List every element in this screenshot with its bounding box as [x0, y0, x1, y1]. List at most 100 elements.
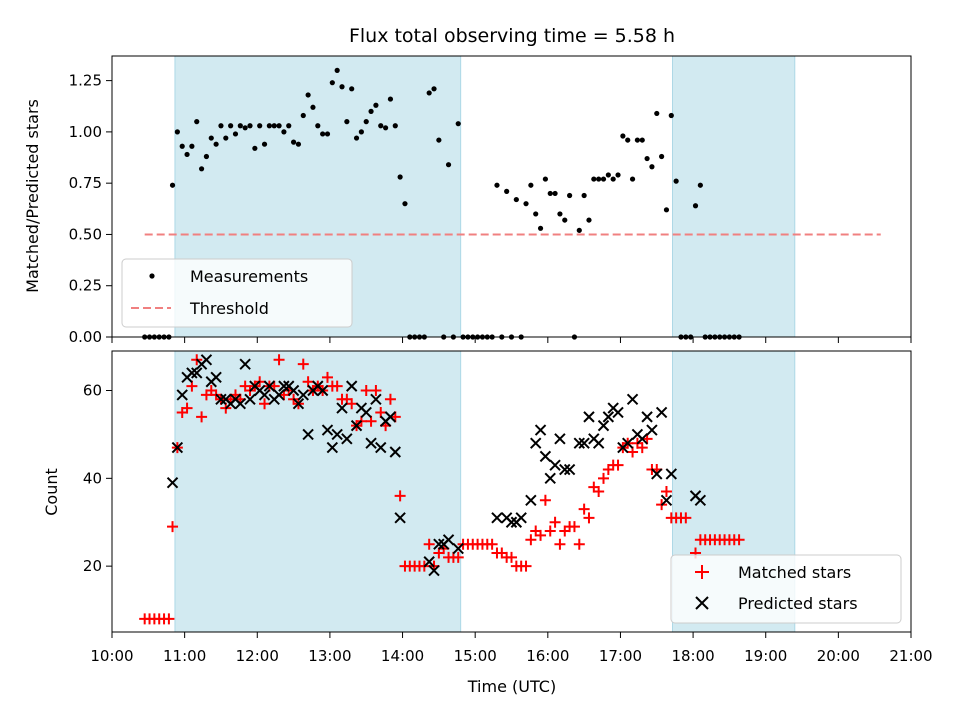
- predicted-star-point: [331, 428, 343, 441]
- x-tick-label: 17:00: [599, 647, 642, 665]
- shaded-interval: [174, 350, 462, 633]
- measurement-point: [174, 129, 180, 135]
- measurement-point: [523, 201, 529, 207]
- measurement-point: [591, 176, 597, 182]
- measurement-point: [620, 133, 626, 139]
- measurement-point: [387, 96, 394, 102]
- matched-star-point: [360, 385, 372, 397]
- matched-star-point: [660, 486, 672, 497]
- measurement-point: [194, 119, 200, 125]
- predicted-star-point: [171, 441, 184, 454]
- measurement-point: [368, 108, 374, 114]
- measurement-point: [644, 155, 650, 162]
- measurement-point: [494, 182, 500, 188]
- predicted-star-point: [428, 564, 440, 577]
- matched-star-point: [163, 613, 175, 625]
- matched-star-point: [544, 525, 556, 537]
- chart-title: Flux total observing time = 5.58 h: [349, 25, 675, 47]
- measurement-point: [426, 90, 432, 96]
- matched-star-point: [554, 538, 566, 550]
- matched-star-point: [573, 538, 585, 550]
- measurement-point: [692, 203, 699, 209]
- measurement-point: [654, 110, 660, 117]
- predicted-star-point: [341, 433, 353, 445]
- y-tick-label: 0.00: [69, 328, 102, 346]
- measurement-point: [315, 123, 321, 129]
- matched-star-point: [539, 494, 551, 506]
- predicted-star-point: [636, 433, 648, 445]
- measurement-point: [189, 143, 195, 149]
- legend-predicted-label: Predicted stars: [738, 594, 858, 613]
- top-y-axis-label: Matched/Predicted stars: [23, 99, 42, 293]
- y-tick-label: 40: [83, 469, 102, 487]
- matched-star-point: [583, 512, 595, 524]
- measurement-point: [504, 188, 510, 194]
- predicted-star-point: [530, 437, 542, 449]
- matched-star-point: [680, 512, 692, 524]
- predicted-star-point: [302, 428, 314, 441]
- matched-star-point: [384, 393, 396, 405]
- predicted-star-point: [336, 402, 348, 414]
- predicted-star-point: [525, 494, 537, 506]
- predicted-star-point: [321, 424, 334, 436]
- measurement-point: [455, 121, 461, 127]
- measurement-point: [349, 86, 355, 92]
- bottom-y-axis-label: Count: [42, 468, 61, 516]
- measurement-point: [397, 174, 403, 180]
- predicted-star-point: [554, 433, 566, 445]
- predicted-star-point: [578, 437, 590, 449]
- predicted-star-point: [694, 494, 707, 506]
- y-tick-label: 0.75: [69, 174, 102, 192]
- x-tick-label: 20:00: [817, 647, 860, 665]
- predicted-star-point: [389, 446, 401, 458]
- measurement-point: [213, 141, 219, 147]
- bottom-legend-box: [670, 554, 902, 624]
- predicted-star-point: [442, 534, 455, 546]
- measurement-point: [329, 80, 335, 86]
- bottom-plot-frame: [111, 350, 912, 633]
- measurement-point: [324, 131, 331, 137]
- measurement-point: [257, 123, 263, 129]
- matched-star-point: [452, 551, 464, 563]
- x-tick-label: 11:00: [163, 647, 206, 665]
- predicted-star-point: [375, 441, 387, 454]
- predicted-star-point: [592, 437, 605, 449]
- matched-star-point: [520, 560, 532, 572]
- matched-star-point: [486, 538, 498, 550]
- measurement-point: [663, 207, 670, 213]
- predicted-star-point: [287, 384, 300, 397]
- measurement-point: [445, 162, 452, 168]
- predicted-star-point: [239, 358, 251, 370]
- legend-threshold-label: Threshold: [189, 299, 269, 318]
- x-tick-label: 14:00: [381, 647, 424, 665]
- bottom-panel: 20 40 60 10:00 11:00 12:00 13:00 14:00 15:00 16:…: [42, 350, 933, 696]
- measurement-point: [600, 176, 607, 182]
- measurement-point: [392, 123, 398, 129]
- predicted-star-point: [370, 393, 382, 406]
- predicted-star-point: [622, 437, 634, 449]
- measurement-point: [237, 123, 243, 129]
- y-tick-label: 0.50: [69, 225, 102, 243]
- measurement-point: [184, 151, 190, 158]
- x-tick-label: 13:00: [308, 647, 351, 665]
- measurement-point: [228, 123, 234, 129]
- measurement-point: [567, 192, 573, 199]
- measurement-point: [295, 141, 302, 147]
- measurement-point: [615, 172, 621, 178]
- predicted-star-point: [278, 380, 290, 392]
- matched-star-point: [568, 521, 580, 533]
- predicted-star-point: [215, 393, 227, 406]
- matched-star-point: [394, 490, 406, 502]
- measurement-point: [697, 182, 703, 188]
- measurement-point: [242, 125, 248, 131]
- predicted-star-point: [191, 367, 203, 379]
- x-tick-label: 18:00: [671, 647, 714, 665]
- measurement-point: [513, 196, 519, 203]
- matched-star-point: [636, 442, 648, 454]
- measurement-point: [382, 125, 389, 131]
- x-tick-label: 12:00: [236, 647, 279, 665]
- predicted-star-point: [316, 384, 329, 397]
- measurement-point: [634, 137, 641, 143]
- predicted-star-point: [297, 389, 309, 401]
- measurement-point: [537, 225, 544, 231]
